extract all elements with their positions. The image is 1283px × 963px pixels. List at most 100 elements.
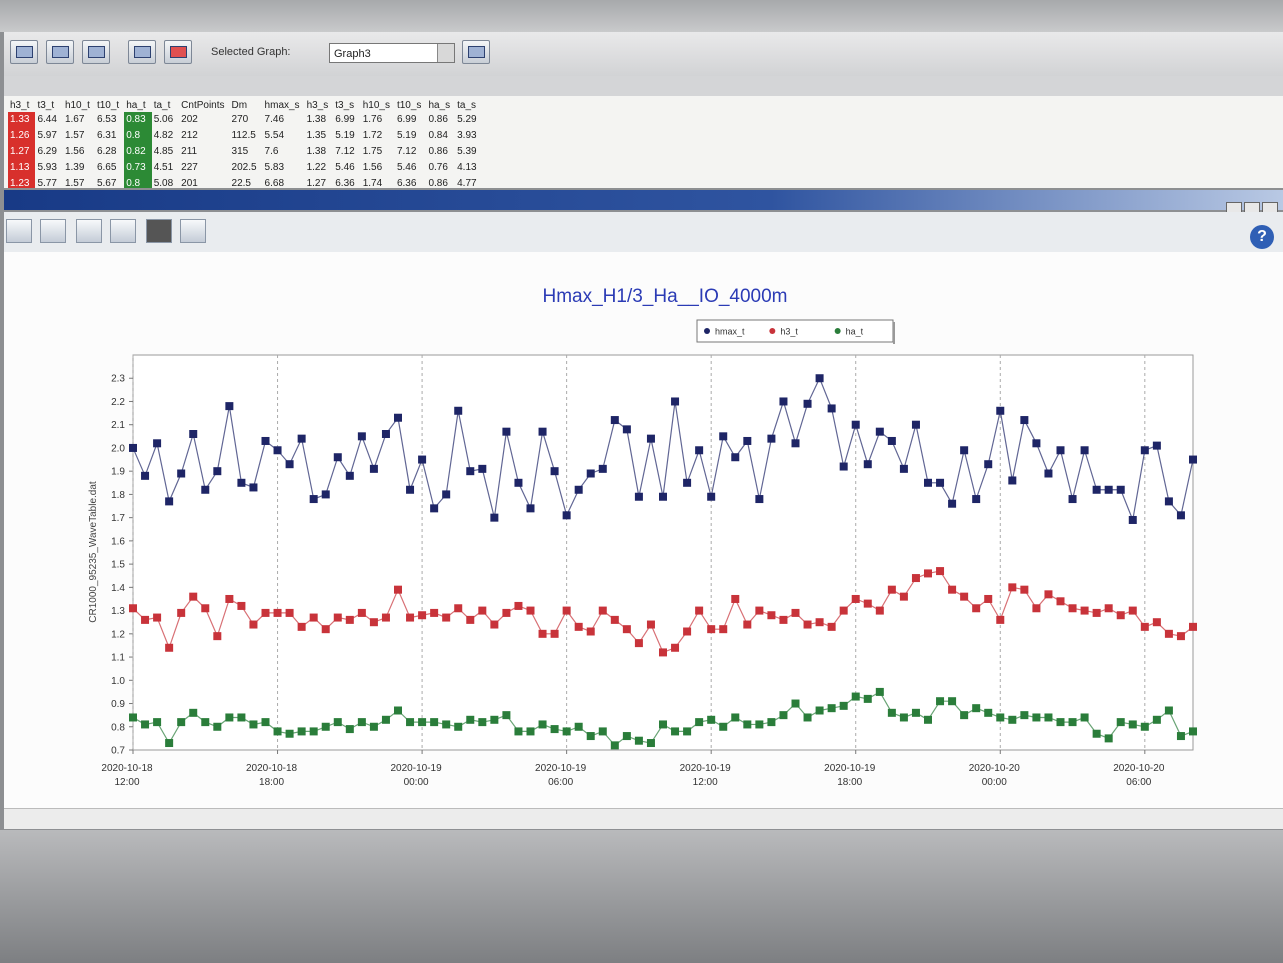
table-cell: 0.76 bbox=[426, 160, 455, 176]
table-cell: 5.54 bbox=[263, 128, 305, 144]
table-cell: 201 bbox=[179, 176, 229, 188]
table-cell: 1.22 bbox=[305, 160, 334, 176]
table-cell: 5.46 bbox=[395, 160, 426, 176]
table-cell: 1.38 bbox=[305, 144, 334, 160]
table-cell: 5.39 bbox=[455, 144, 482, 160]
graph-tool-button[interactable] bbox=[76, 219, 102, 243]
graph-tool-button[interactable] bbox=[40, 219, 66, 243]
table-cell: 1.35 bbox=[305, 128, 334, 144]
table-row: 1.235.771.575.670.85.0820122.56.681.276.… bbox=[8, 176, 483, 188]
table-cell: 5.97 bbox=[35, 128, 62, 144]
table-cell: 6.99 bbox=[333, 112, 360, 128]
table-cell: 6.36 bbox=[333, 176, 360, 188]
toolbar-button[interactable] bbox=[10, 40, 38, 64]
table-cell: 1.39 bbox=[63, 160, 95, 176]
table-cell: 211 bbox=[179, 144, 229, 160]
table-cell: 1.56 bbox=[361, 160, 395, 176]
table-cell: 1.33 bbox=[8, 112, 35, 128]
table-cell: 6.68 bbox=[263, 176, 305, 188]
table-cell: 212 bbox=[179, 128, 229, 144]
table-cell: 1.13 bbox=[8, 160, 35, 176]
table-cell: 6.29 bbox=[35, 144, 62, 160]
table-cell: 0.82 bbox=[124, 144, 151, 160]
x-tick-label: 2020-10-20 06:00 bbox=[1106, 762, 1172, 790]
x-tick-label: 2020-10-18 12:00 bbox=[94, 762, 160, 790]
toolbar-button[interactable] bbox=[164, 40, 192, 64]
table-cell: 0.86 bbox=[426, 176, 455, 188]
toolbar-button[interactable] bbox=[46, 40, 74, 64]
table-cell: 1.57 bbox=[63, 128, 95, 144]
table-cell: 227 bbox=[179, 160, 229, 176]
column-header: Dm bbox=[230, 100, 263, 112]
table-row: 1.265.971.576.310.84.82212112.55.541.355… bbox=[8, 128, 483, 144]
table-cell: 112.5 bbox=[230, 128, 263, 144]
column-header: h10_t bbox=[63, 100, 95, 112]
data-table: h3_tt3_th10_tt10_tha_tta_tCntPointsDmhma… bbox=[8, 100, 483, 188]
x-tick-label: 2020-10-19 18:00 bbox=[817, 762, 883, 790]
horizontal-scrollbar[interactable] bbox=[4, 808, 1283, 829]
table-cell: 4.85 bbox=[152, 144, 179, 160]
toolbar-button[interactable] bbox=[462, 40, 490, 64]
table-cell: 0.8 bbox=[124, 128, 151, 144]
monitor-bezel bbox=[0, 830, 1283, 963]
table-cell: 270 bbox=[230, 112, 263, 128]
table-cell: 0.73 bbox=[124, 160, 151, 176]
table-cell: 6.28 bbox=[95, 144, 124, 160]
table-cell: 1.27 bbox=[8, 144, 35, 160]
table-cell: 1.76 bbox=[361, 112, 395, 128]
table-cell: 7.12 bbox=[395, 144, 426, 160]
table-cell: 5.29 bbox=[455, 112, 482, 128]
table-cell: 6.31 bbox=[95, 128, 124, 144]
table-cell: 1.57 bbox=[63, 176, 95, 188]
column-header: t3_s bbox=[333, 100, 360, 112]
table-cell: 4.13 bbox=[455, 160, 482, 176]
table-cell: 6.53 bbox=[95, 112, 124, 128]
help-button[interactable]: ? bbox=[1250, 225, 1274, 249]
graph-tool-button[interactable] bbox=[180, 219, 206, 243]
table-cell: 4.77 bbox=[455, 176, 482, 188]
table-cell: 1.23 bbox=[8, 176, 35, 188]
main-toolbar: Selected Graph: Graph3 bbox=[4, 32, 1283, 76]
table-cell: 1.72 bbox=[361, 128, 395, 144]
table-cell: 0.86 bbox=[426, 112, 455, 128]
table-cell: 6.44 bbox=[35, 112, 62, 128]
table-cell: 6.99 bbox=[395, 112, 426, 128]
toolbar-button[interactable] bbox=[128, 40, 156, 64]
graph-toolbar bbox=[4, 212, 1283, 252]
table-cell: 5.83 bbox=[263, 160, 305, 176]
toolbar-button[interactable] bbox=[82, 40, 110, 64]
table-cell: 0.86 bbox=[426, 144, 455, 160]
column-header: CntPoints bbox=[179, 100, 229, 112]
table-cell: 6.36 bbox=[395, 176, 426, 188]
column-header: t10_t bbox=[95, 100, 124, 112]
column-header: ta_t bbox=[152, 100, 179, 112]
table-cell: 5.46 bbox=[333, 160, 360, 176]
table-cell: 202 bbox=[179, 112, 229, 128]
column-header: hmax_s bbox=[263, 100, 305, 112]
graph-select[interactable]: Graph3 bbox=[329, 43, 455, 63]
x-tick-labels: 2020-10-18 12:002020-10-18 18:002020-10-… bbox=[0, 252, 1283, 808]
table-cell: 1.27 bbox=[305, 176, 334, 188]
table-cell: 22.5 bbox=[230, 176, 263, 188]
graph-select-value: Graph3 bbox=[334, 48, 371, 60]
window-title-bar bbox=[4, 190, 1283, 210]
table-cell: 6.65 bbox=[95, 160, 124, 176]
table-cell: 3.93 bbox=[455, 128, 482, 144]
table-cell: 4.82 bbox=[152, 128, 179, 144]
column-header: h10_s bbox=[361, 100, 395, 112]
table-cell: 1.67 bbox=[63, 112, 95, 128]
table-cell: 5.67 bbox=[95, 176, 124, 188]
table-row: 1.336.441.676.530.835.062022707.461.386.… bbox=[8, 112, 483, 128]
x-tick-label: 2020-10-20 00:00 bbox=[961, 762, 1027, 790]
table-cell: 1.26 bbox=[8, 128, 35, 144]
graph-tool-button[interactable] bbox=[146, 219, 172, 243]
graph-tool-button[interactable] bbox=[6, 219, 32, 243]
table-cell: 1.75 bbox=[361, 144, 395, 160]
x-tick-label: 2020-10-19 06:00 bbox=[528, 762, 594, 790]
table-cell: 0.84 bbox=[426, 128, 455, 144]
column-header: t10_s bbox=[395, 100, 426, 112]
toolbar-strip bbox=[4, 76, 1283, 96]
graph-tool-button[interactable] bbox=[110, 219, 136, 243]
page: Selected Graph: Graph3 h3_tt3_th10_tt10_… bbox=[0, 0, 1283, 963]
column-header: ha_s bbox=[426, 100, 455, 112]
